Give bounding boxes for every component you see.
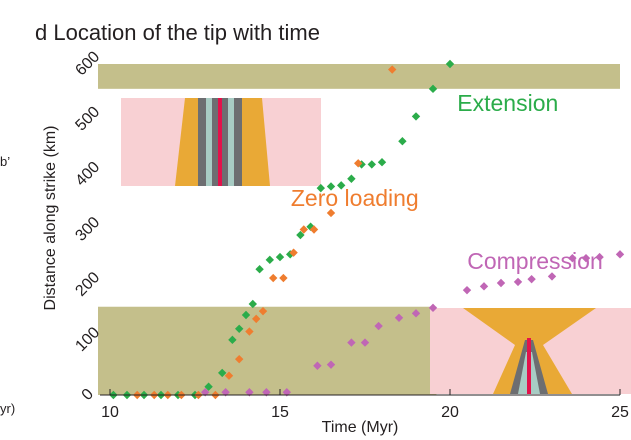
- edge-label-b: b’: [0, 154, 10, 169]
- point-compression: [282, 388, 291, 397]
- point-extension: [218, 368, 227, 378]
- point-compression: [462, 285, 472, 295]
- point-zero-loading: [245, 327, 254, 336]
- highlight-band-1: [98, 306, 437, 395]
- point-zero-loading: [388, 65, 397, 74]
- x-tick-label: 25: [611, 404, 629, 421]
- point-extension: [398, 137, 407, 146]
- edge-label-yr: yr): [0, 401, 15, 416]
- point-extension: [235, 324, 244, 333]
- point-zero-loading: [258, 306, 268, 316]
- inset-top-stripe: [228, 98, 234, 186]
- point-compression: [221, 388, 230, 397]
- point-compression: [428, 303, 438, 313]
- point-compression: [568, 253, 577, 263]
- point-extension: [248, 299, 257, 309]
- point-extension: [296, 230, 305, 240]
- point-zero-loading: [235, 354, 244, 364]
- x-tick-label: 10: [101, 404, 119, 421]
- point-extension: [367, 160, 376, 169]
- point-compression: [615, 250, 625, 259]
- point-extension: [377, 157, 387, 167]
- point-compression: [394, 313, 404, 322]
- point-extension: [241, 310, 251, 320]
- point-compression: [595, 252, 604, 262]
- point-extension: [428, 84, 438, 94]
- point-extension: [255, 265, 264, 274]
- point-zero-loading: [326, 208, 336, 218]
- point-extension: [445, 59, 455, 69]
- y-tick-label: 500: [72, 103, 103, 134]
- point-compression: [245, 388, 254, 397]
- point-extension: [275, 252, 285, 262]
- point-extension: [265, 255, 274, 265]
- x-tick-label: 20: [441, 404, 459, 421]
- point-compression: [326, 360, 336, 369]
- x-axis-ticks: 10 15 20 25: [101, 389, 629, 421]
- chart-title: d Location of the tip with time: [35, 20, 320, 45]
- y-tick-label: 300: [72, 214, 103, 245]
- point-compression: [513, 277, 523, 287]
- highlight-bands: [98, 64, 620, 395]
- point-compression: [201, 388, 210, 397]
- point-extension: [411, 112, 421, 121]
- x-tick-label: 15: [271, 404, 289, 421]
- point-compression: [547, 272, 557, 281]
- point-compression: [313, 361, 322, 370]
- point-extension: [204, 382, 213, 391]
- y-tick-label: 0: [79, 386, 97, 404]
- y-tick-label: 200: [72, 269, 103, 300]
- inset-top-stripe: [222, 98, 228, 186]
- point-zero-loading: [224, 371, 234, 380]
- point-zero-loading: [354, 159, 363, 168]
- data-points: [109, 59, 625, 400]
- inset-rift-sketch-bottom: [430, 308, 631, 394]
- y-tick-label: 400: [72, 159, 103, 190]
- point-extension: [326, 182, 336, 191]
- point-zero-loading: [299, 225, 308, 234]
- point-extension: [347, 174, 356, 183]
- inset-top-stripe: [212, 98, 218, 186]
- point-compression: [479, 282, 489, 291]
- inset-bottom-red-line: [527, 338, 531, 394]
- point-zero-loading: [269, 273, 278, 283]
- point-compression: [360, 338, 370, 347]
- point-extension: [337, 181, 346, 190]
- series-label-compression: Compression: [467, 248, 603, 274]
- x-axis-label: Time (Myr): [322, 419, 399, 436]
- inset-top-red-line: [218, 98, 222, 186]
- inset-top-stripe: [206, 98, 212, 186]
- highlight-band-0: [98, 64, 620, 89]
- y-axis-label: Distance along strike (km): [42, 126, 59, 311]
- point-compression: [496, 278, 506, 288]
- point-extension: [228, 335, 237, 345]
- point-zero-loading: [309, 225, 319, 234]
- inset-top-stripe: [198, 98, 206, 186]
- point-compression: [374, 321, 383, 331]
- point-compression: [527, 274, 536, 284]
- point-zero-loading: [289, 248, 298, 257]
- inset-rift-sketch-top: [121, 98, 321, 186]
- point-compression: [411, 309, 421, 318]
- series-label-extension: Extension: [457, 90, 558, 116]
- point-zero-loading: [252, 314, 261, 324]
- point-compression: [347, 338, 356, 347]
- series-labels: Extension Zero loading Compression: [291, 90, 603, 274]
- point-extension: [316, 183, 325, 193]
- point-compression: [262, 388, 271, 397]
- series-label-zero-loading: Zero loading: [291, 185, 419, 211]
- inset-top-stripe: [234, 98, 242, 186]
- point-zero-loading: [279, 273, 288, 283]
- point-compression: [581, 253, 591, 263]
